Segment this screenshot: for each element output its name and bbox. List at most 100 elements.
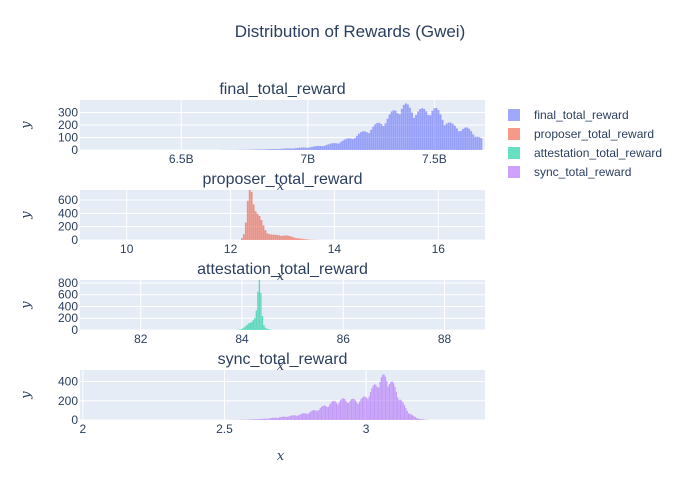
legend-label: sync_total_reward: [534, 165, 631, 179]
histogram-bar: [400, 108, 403, 150]
x-tick-label: 12: [224, 242, 238, 256]
histogram-bar: [291, 415, 293, 420]
histogram-bar: [264, 327, 267, 330]
histogram-bar: [373, 384, 376, 420]
histogram-bar: [349, 400, 351, 420]
histogram-bar: [326, 406, 328, 420]
histogram-bars: [224, 374, 429, 420]
histogram-bar: [266, 328, 268, 330]
histogram-bar: [288, 148, 291, 150]
histogram-bar: [303, 239, 306, 240]
histogram-bar: [466, 127, 469, 150]
histogram-bar: [355, 135, 358, 150]
histogram-bar: [402, 402, 404, 420]
histogram-bar: [296, 415, 298, 420]
histogram-bar: [289, 415, 291, 420]
histogram-bar: [280, 148, 283, 150]
histogram-bar: [401, 400, 403, 420]
y-tick-label: 400: [58, 375, 78, 389]
histogram-bar: [302, 147, 305, 150]
plot-area: [80, 190, 485, 240]
histogram-bar: [368, 396, 370, 420]
legend-swatch: [508, 147, 520, 159]
histogram-bar: [353, 138, 356, 150]
histogram-bar: [460, 131, 462, 150]
histogram-bar: [423, 108, 426, 150]
legend-label: proposer_total_reward: [534, 127, 654, 141]
histogram-bar: [431, 110, 434, 150]
histogram-bar: [284, 148, 287, 150]
histogram-bar: [249, 322, 251, 330]
subplot-title: final_total_reward: [219, 81, 345, 98]
histogram-bar: [451, 123, 454, 150]
histogram-bar: [270, 149, 273, 150]
legend-item-sync_total_reward[interactable]: sync_total_reward: [508, 165, 631, 179]
x-tick-label: 16: [432, 242, 446, 256]
histogram-bar: [353, 399, 355, 420]
histogram-bar: [246, 324, 248, 330]
histogram-bar: [272, 417, 274, 420]
histogram-bar: [339, 142, 342, 150]
histogram-bar: [323, 405, 325, 420]
y-axis-label: y: [19, 121, 34, 130]
histogram-bar: [376, 386, 378, 420]
histogram-bar: [331, 143, 334, 150]
histogram-bar: [301, 238, 304, 240]
histogram-bar: [314, 410, 316, 420]
histogram-bar: [265, 418, 267, 420]
x-tick-label: 3: [363, 422, 370, 436]
y-tick-label: 400: [58, 206, 78, 220]
y-tick-label: 800: [58, 276, 78, 290]
histogram-bar: [441, 119, 444, 150]
legend-item-attestation_total_reward[interactable]: attestation_total_reward: [508, 146, 662, 160]
histogram-bar: [291, 237, 294, 240]
histogram-bar: [384, 376, 387, 420]
histogram-bar: [348, 402, 350, 420]
histogram-bar: [304, 413, 306, 420]
histogram-bar: [251, 321, 253, 330]
histogram-bar: [292, 148, 295, 150]
histogram-bar: [363, 396, 365, 420]
legend-item-proposer_total_reward[interactable]: proposer_total_reward: [508, 127, 654, 141]
histogram-bar: [260, 292, 262, 330]
histogram-bar: [341, 140, 344, 150]
y-tick-label: 200: [58, 220, 78, 234]
histogram-bar: [276, 149, 279, 150]
histogram-bar: [286, 235, 288, 240]
histogram-bar: [253, 149, 256, 150]
histogram-bar: [474, 136, 477, 150]
histogram-bar: [286, 417, 289, 420]
histogram-bar: [261, 418, 263, 420]
histogram-bar: [374, 124, 377, 150]
legend-swatch: [508, 166, 520, 178]
histogram-bar: [380, 377, 382, 420]
histogram-bar: [270, 234, 273, 240]
histogram-bar: [464, 127, 466, 150]
histogram-bar: [427, 115, 430, 150]
histogram-bar: [422, 419, 425, 420]
histogram-bar: [282, 148, 285, 150]
histogram-bar: [268, 234, 271, 240]
histogram-bar: [398, 399, 400, 420]
histogram-bar: [329, 143, 332, 150]
legend-item-final_total_reward[interactable]: final_total_reward: [508, 108, 629, 122]
histogram-bar: [367, 399, 369, 420]
histogram-bar: [372, 126, 375, 150]
histogram-bar: [347, 138, 350, 150]
histogram-bar: [478, 137, 481, 150]
histogram-bar: [433, 108, 436, 150]
histogram-bar: [276, 417, 278, 420]
histogram-bar: [261, 315, 264, 330]
histogram-bar: [394, 386, 396, 420]
histogram-bar: [443, 125, 446, 150]
histogram-bar: [320, 406, 323, 420]
histogram-bar: [468, 128, 471, 150]
histogram-bar: [435, 107, 438, 150]
histogram-bar: [285, 416, 287, 420]
histogram-bars: [219, 103, 483, 150]
histogram-bar: [455, 128, 458, 150]
y-tick-label: 200: [58, 311, 78, 325]
